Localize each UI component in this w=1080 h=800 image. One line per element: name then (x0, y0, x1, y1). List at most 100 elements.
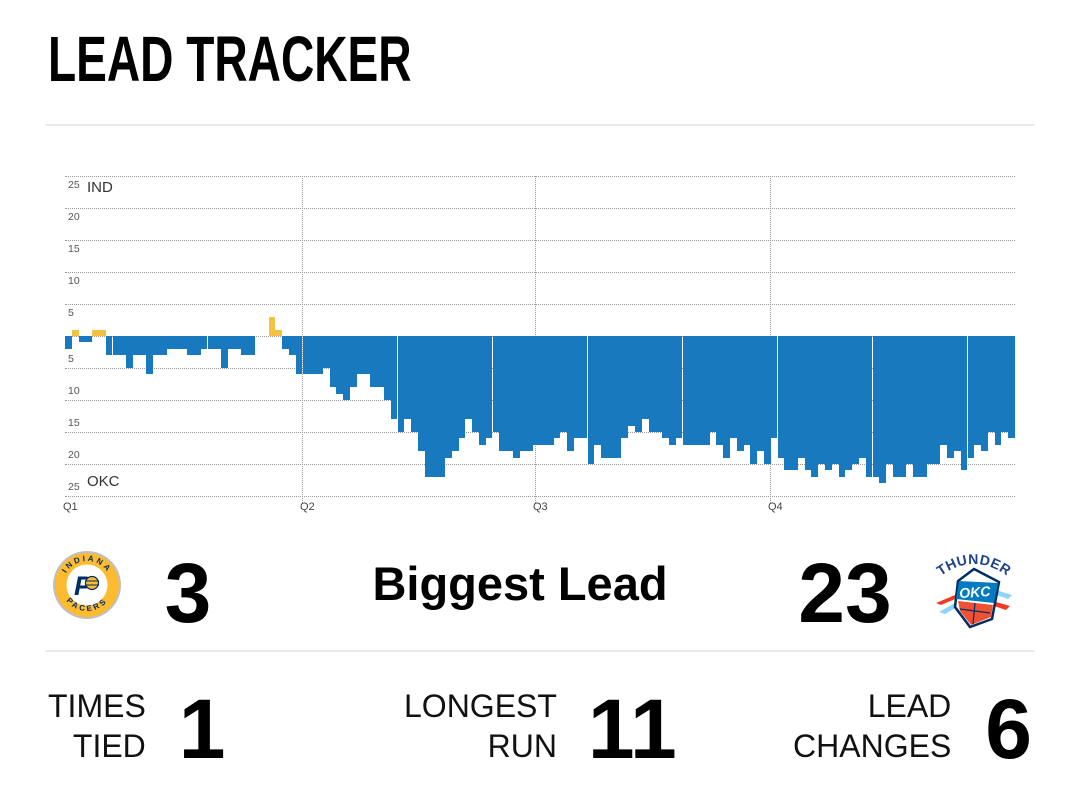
lead-bar (540, 336, 547, 445)
lead-bar (472, 336, 479, 432)
stat-longest-run: LONGEST RUN 11 (404, 678, 677, 776)
y-tick-label: 10 (68, 275, 80, 287)
lead-bar (546, 336, 554, 445)
stat-times-tied: TIMES TIED 1 (48, 678, 226, 776)
lead-bar (920, 336, 927, 477)
lead-bar (275, 329, 283, 336)
stat-label-line: TIMES (48, 688, 146, 724)
h-gridline (65, 304, 1015, 305)
stat-lead-changes: LEAD CHANGES 6 (793, 678, 1032, 776)
lead-bar (98, 329, 106, 336)
lead-bar (811, 336, 819, 477)
ind-biggest-lead-value: 3 (164, 546, 212, 640)
stat-longest-run-label: LONGEST RUN (404, 686, 557, 766)
lead-bar (397, 336, 405, 432)
lead-bar (865, 336, 873, 477)
lead-bar (682, 336, 690, 445)
y-tick-label: 20 (68, 211, 80, 223)
lead-bar (485, 336, 493, 439)
lead-bar (268, 316, 276, 336)
lead-bar (451, 336, 459, 452)
lead-bar (350, 336, 357, 388)
lead-bar (370, 336, 378, 388)
bottom-divider (45, 650, 1035, 652)
lead-bar (71, 329, 79, 336)
lead-bar (377, 336, 384, 388)
lead-bar (770, 336, 778, 439)
h-gridline (65, 496, 1015, 497)
lead-bar (777, 336, 785, 458)
lead-bar (302, 336, 310, 375)
lead-bar (180, 336, 188, 349)
lead-bar (852, 336, 859, 464)
lead-bar (166, 336, 174, 349)
lead-bar (65, 336, 72, 349)
lead-bar (831, 336, 839, 464)
lead-bar (675, 336, 683, 439)
lead-bar (1001, 336, 1009, 432)
stat-lead-changes-label: LEAD CHANGES (793, 686, 951, 766)
lead-bar (797, 336, 805, 458)
x-axis-label: Q1 (63, 501, 78, 513)
lead-bar (994, 336, 1002, 445)
lead-bar (187, 336, 194, 356)
lead-bar (648, 336, 656, 432)
lead-bar (105, 336, 113, 356)
stat-label-line: LONGEST (404, 688, 557, 724)
lead-bar (926, 336, 934, 464)
lead-bar (438, 336, 445, 477)
lead-bar (356, 336, 364, 375)
lead-bar (465, 336, 473, 420)
thunder-shield-band (956, 581, 998, 603)
lead-bar (621, 336, 629, 439)
y-tick-label: 10 (68, 385, 80, 397)
okc-biggest-lead-value: 23 (798, 546, 892, 640)
lead-bar (723, 336, 730, 458)
lead-bar (784, 336, 792, 471)
lead-bar (560, 336, 568, 432)
stat-longest-run-value: 11 (587, 681, 677, 776)
lead-bar (906, 336, 914, 464)
lead-bar (309, 336, 317, 375)
lead-bar (818, 336, 825, 464)
lead-bar (947, 336, 954, 458)
lead-bar (160, 336, 167, 356)
lead-bar (804, 336, 812, 471)
pacers-basketball-seams (86, 580, 99, 586)
thunder-basketball (958, 601, 993, 625)
lead-bar (295, 336, 303, 375)
lead-bar (207, 336, 215, 349)
lead-bar (92, 329, 99, 336)
h-gridline (65, 176, 1015, 177)
lead-bar (431, 336, 439, 477)
lead-bar (221, 336, 228, 368)
lead-bar (940, 336, 948, 445)
team-label-ind: IND (87, 179, 113, 196)
lead-bar (227, 336, 235, 349)
stat-label-line: TIED (72, 728, 146, 764)
lead-bar (445, 336, 452, 458)
lead-bar (329, 336, 337, 388)
lead-bar (458, 336, 466, 439)
stat-label-line: RUN (487, 728, 557, 764)
y-tick-label: 5 (68, 307, 74, 319)
lead-bar (85, 336, 93, 343)
lead-tracker-chart: IND OKC 25 25 20 20 15 15 10 10 5 5 Q1 Q2 Q3 Q4 (63, 176, 1015, 513)
lead-bar (587, 336, 595, 464)
lead-bar (614, 336, 622, 458)
lead-bar (573, 336, 581, 439)
x-axis-label: Q2 (300, 501, 315, 513)
lead-bar (424, 336, 432, 477)
lead-bar (981, 336, 988, 452)
lead-bar (316, 336, 323, 375)
lead-bar (214, 336, 222, 349)
lead-bar (953, 336, 961, 452)
lead-bar (716, 336, 724, 445)
lead-bar (553, 336, 561, 439)
lead-bar (689, 336, 697, 445)
lead-bar (899, 336, 907, 477)
lead-bar (533, 336, 540, 445)
lead-bar (193, 336, 201, 356)
h-gridline (65, 208, 1015, 209)
lead-bar (933, 336, 941, 464)
